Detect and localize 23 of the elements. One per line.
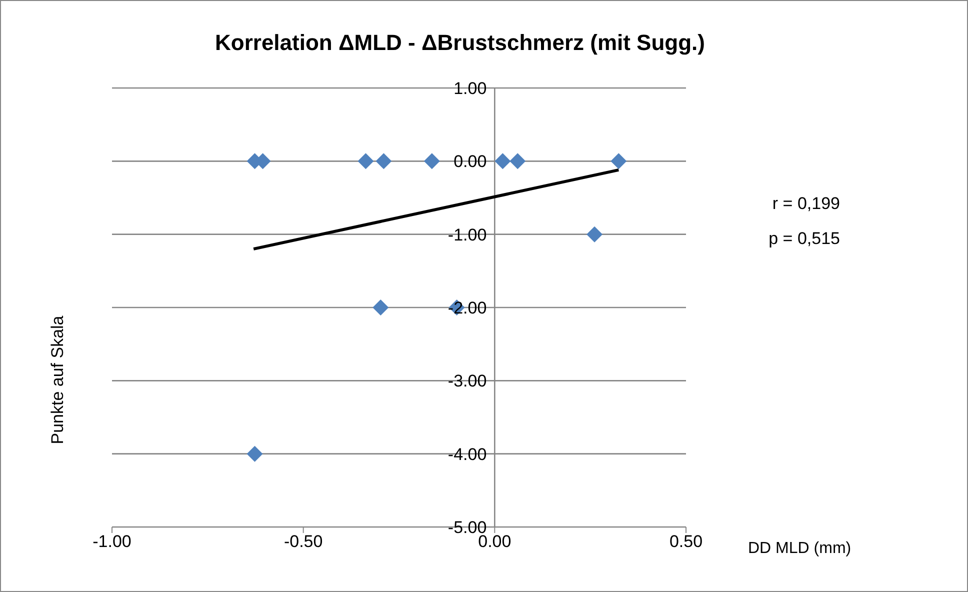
- text: r = 0,199: [771, 193, 840, 215]
- point: [372, 300, 389, 316]
- point: [494, 153, 511, 170]
- point: [358, 153, 374, 170]
- point: [610, 153, 627, 170]
- x-tick-label: -0.50: [284, 532, 323, 552]
- text: p = 0,515: [768, 228, 840, 250]
- point: [376, 153, 392, 170]
- y-axis-title: Punkte auf Skala: [48, 316, 68, 444]
- x-tick-label: 0.50: [669, 532, 703, 552]
- point: [424, 153, 440, 170]
- y-tick-label: 0.00: [454, 152, 487, 172]
- x-tick-label: -1.00: [92, 532, 132, 552]
- y-tick-label: -3.00: [448, 372, 487, 391]
- point: [246, 446, 263, 462]
- y-tick-label: 1.00: [454, 79, 487, 98]
- x-tick-label: 0.00: [478, 532, 512, 552]
- y-tick-label: -1.00: [448, 225, 487, 244]
- y-tick-label: -4.00: [448, 444, 487, 464]
- x-axis-title: DD MLD (mm): [748, 540, 852, 558]
- chart-title: Korrelation ΔMLD - ΔBrustschmerz (mit Sugg.): [214, 30, 706, 56]
- point: [586, 226, 603, 242]
- point: [510, 153, 526, 170]
